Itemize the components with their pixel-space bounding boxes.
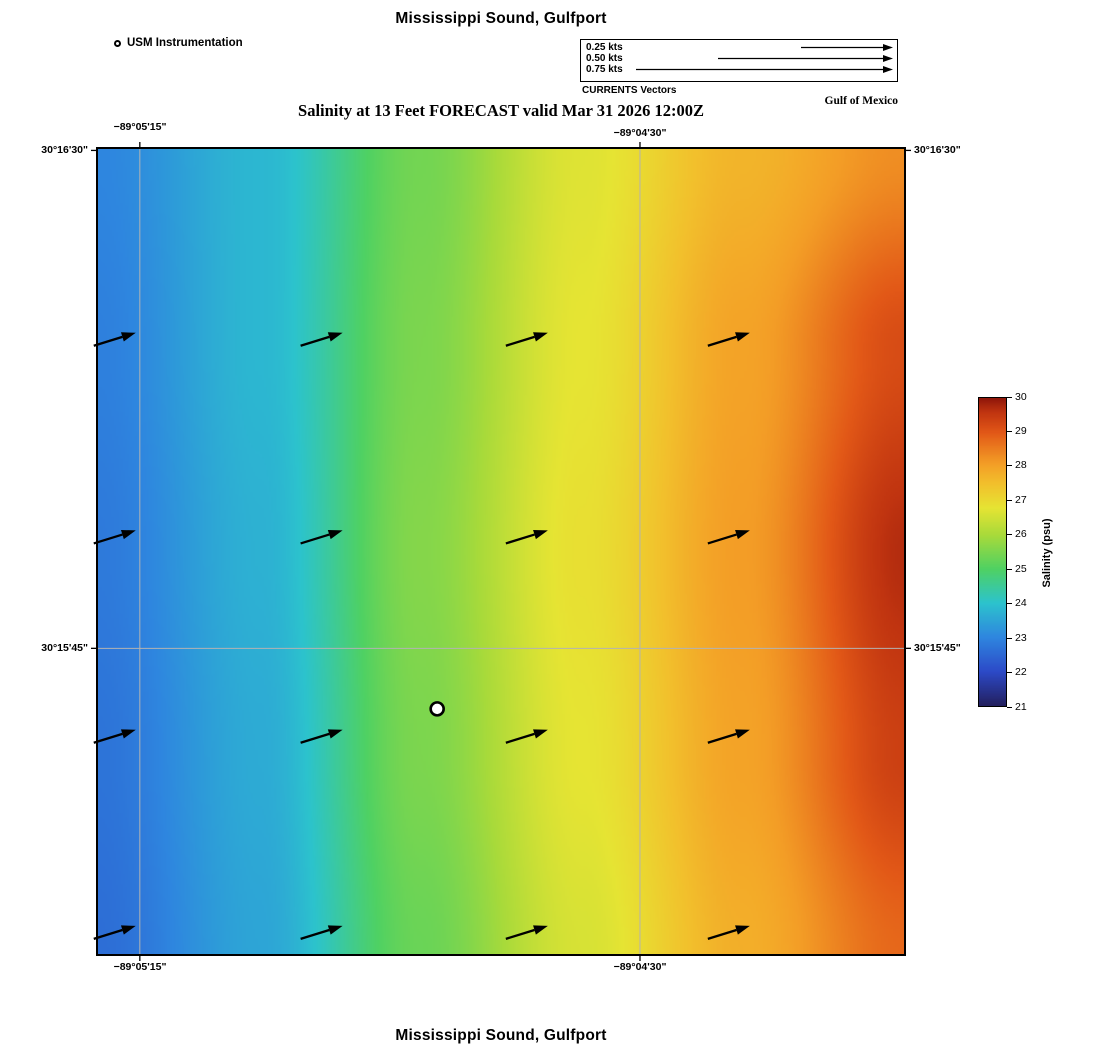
axis-tick-label-bottom-east: −89°04'30": [613, 961, 667, 973]
currents-caption: CURRENTS Vectors: [582, 85, 677, 96]
currents-vector-legend: 0.25 kts 0.50 kts 0.75 kts: [580, 39, 898, 82]
axis-tick-label-right-north: 30°16'30": [914, 144, 961, 156]
gulf-of-mexico-label: Gulf of Mexico: [824, 95, 898, 107]
station-marker-icon: [114, 39, 121, 47]
colorbar-tick-label: 26: [1015, 528, 1027, 541]
colorbar-tick-mark: [1007, 637, 1012, 639]
legend-speed-label: 0.75 kts: [586, 64, 626, 75]
colorbar-tick-mark: [1007, 672, 1012, 674]
salinity-heatmap-canvas: [97, 148, 905, 955]
colorbar-tick-mark: [1007, 603, 1012, 605]
legend-speed-label: 0.25 kts: [586, 42, 626, 53]
colorbar-tick-mark: [1007, 430, 1012, 432]
colorbar-tick-mark: [1007, 706, 1012, 708]
forecast-subtitle: Salinity at 13 Feet FORECAST valid Mar 3…: [298, 101, 704, 120]
colorbar-tick-mark: [1007, 534, 1012, 536]
instrument-legend-label: USM Instrumentation: [127, 37, 243, 49]
colorbar-title: Salinity (psu): [1041, 518, 1053, 588]
colorbar-tick-mark: [1007, 568, 1012, 570]
bottom-title: Mississippi Sound, Gulfport: [395, 1027, 607, 1044]
colorbar-tick-mark: [1007, 465, 1012, 467]
axis-tick-label-left-south: 30°15'45": [41, 642, 88, 654]
colorbar-tick-label: 24: [1015, 597, 1027, 610]
colorbar-tick-label: 21: [1015, 700, 1027, 713]
colorbar-tick-label: 23: [1015, 631, 1027, 644]
axis-tick-label-top-west: −89°05'15": [113, 121, 167, 133]
colorbar-tick-label: 30: [1015, 390, 1027, 403]
colorbar-canvas: [978, 397, 1007, 707]
axis-tick-label-bottom-west: −89°05'15": [113, 961, 167, 973]
legend-speed-label: 0.50 kts: [586, 53, 626, 64]
colorbar-tick-mark: [1007, 396, 1012, 398]
instrument-legend: USM Instrumentation: [114, 37, 243, 49]
colorbar-tick-label: 28: [1015, 459, 1027, 472]
colorbar-tick-label: 25: [1015, 562, 1027, 575]
top-title: Mississippi Sound, Gulfport: [395, 10, 607, 27]
colorbar-tick-mark: [1007, 499, 1012, 501]
axis-tick-label-left-north: 30°16'30": [41, 144, 88, 156]
colorbar-tick-label: 27: [1015, 493, 1027, 506]
colorbar-tick-label: 22: [1015, 666, 1027, 679]
colorbar-tick-label: 29: [1015, 424, 1027, 437]
vector-legend-svg: [636, 44, 893, 73]
axis-tick-label-right-south: 30°15'45": [914, 642, 961, 654]
axis-tick-label-top-east: −89°04'30": [613, 127, 667, 139]
